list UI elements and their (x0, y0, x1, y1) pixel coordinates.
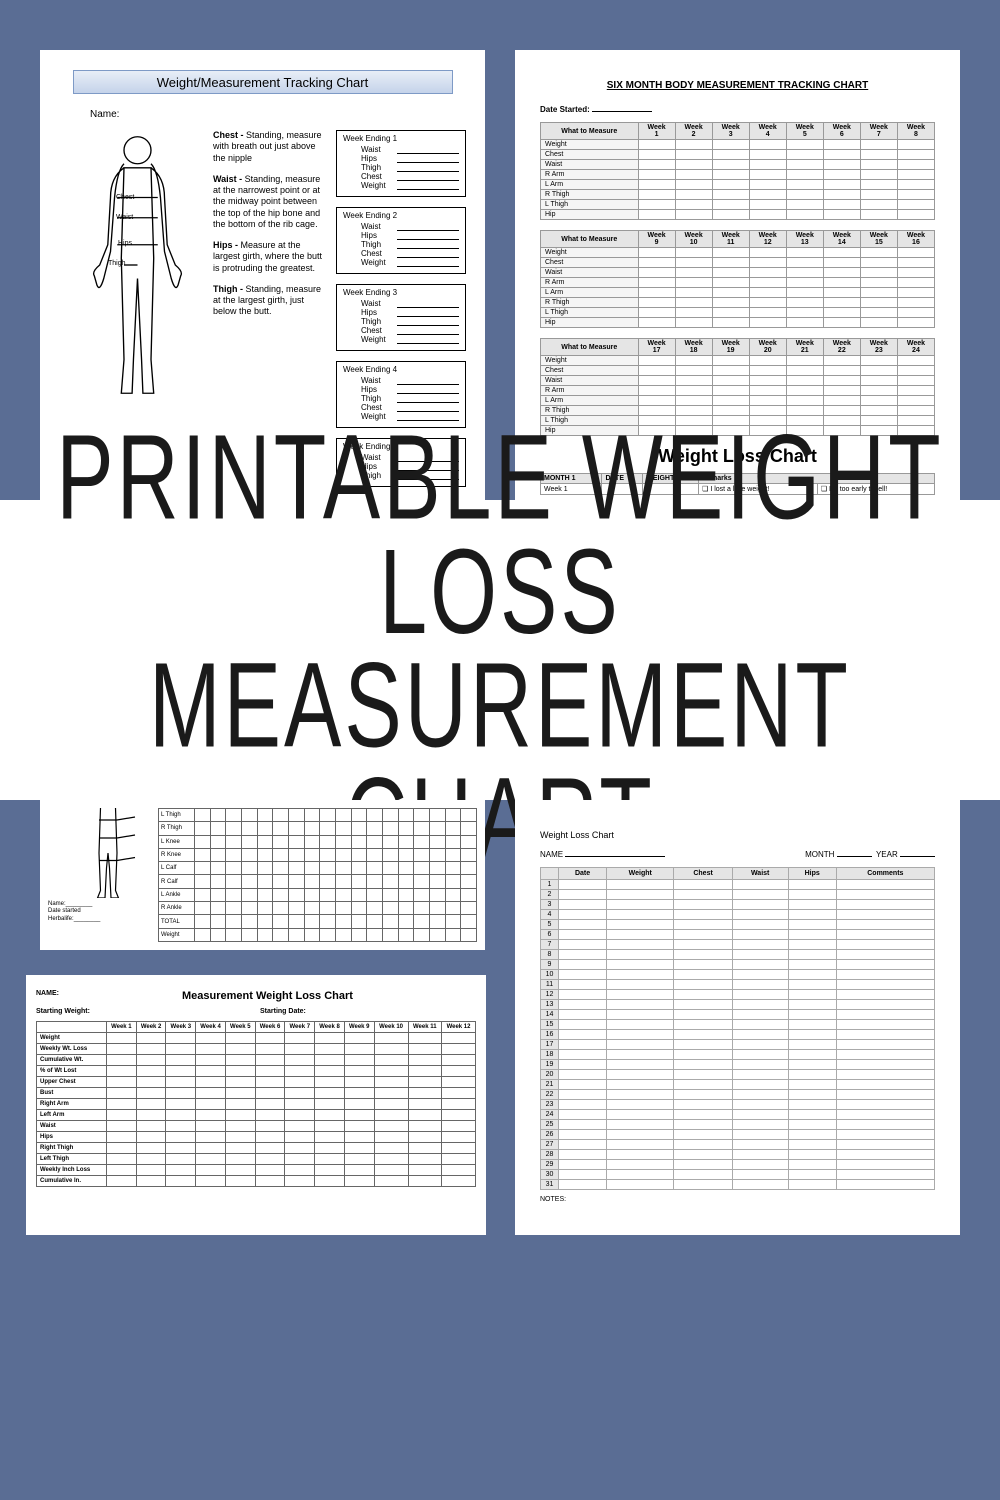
starting-weight-label: Starting Weight: (36, 1008, 90, 1015)
herbalife-card: Name:________ Date started Herbalife:___… (40, 800, 485, 950)
card4-title: Measurement Weight Loss Chart (59, 990, 476, 1002)
card3-figure: Name:________ Date started Herbalife:___… (48, 808, 158, 942)
card3-table: L ThighR ThighL KneeR KneeL CalfR CalfL … (158, 808, 477, 942)
headline-band: PRINTABLE WEIGHT LOSSMEASUREMENT CHART (0, 500, 1000, 800)
instruction-text: Thigh - Standing, measure at the largest… (213, 284, 328, 318)
instruction-text: Hips - Measure at the largest girth, whe… (213, 240, 328, 274)
instruction-text: Waist - Standing, measure at the narrowe… (213, 174, 328, 230)
week-box: Week Ending 3WaistHipsThighChestWeight (336, 284, 466, 351)
card4-name: NAME: (36, 990, 59, 1002)
body-outline-svg (70, 130, 205, 400)
week-box: Week Ending 2WaistHipsThighChestWeight (336, 207, 466, 274)
card5-table: DateWeightChestWaistHipsComments12345678… (540, 867, 935, 1190)
card2-title: SIX MONTH BODY MEASUREMENT TRACKING CHAR… (540, 80, 935, 91)
instruction-text: Chest - Standing, measure with breath ou… (213, 130, 328, 164)
measurement-weight-loss-card: NAME: Measurement Weight Loss Chart Star… (26, 975, 486, 1235)
name-label: Name: (90, 109, 475, 120)
date-started: Date Started: (540, 105, 935, 114)
week-box: Week Ending 1WaistHipsThighChestWeight (336, 130, 466, 197)
card5-title: Weight Loss Chart (540, 830, 935, 840)
week-block-table: What to MeasureWeek1Week2Week3Week4Week5… (540, 122, 935, 220)
card5-header: NAME MONTH YEAR (540, 850, 935, 859)
card1-title: Weight/Measurement Tracking Chart (73, 70, 453, 94)
week-block-table: What to MeasureWeek9Week10Week11Week12We… (540, 230, 935, 328)
card4-table: Week 1Week 2Week 3Week 4Week 5Week 6Week… (36, 1021, 476, 1187)
notes-label: NOTES: (540, 1196, 935, 1203)
daily-weight-loss-card: Weight Loss Chart NAME MONTH YEAR DateWe… (515, 800, 960, 1235)
starting-date-label: Starting Date: (90, 1008, 476, 1015)
